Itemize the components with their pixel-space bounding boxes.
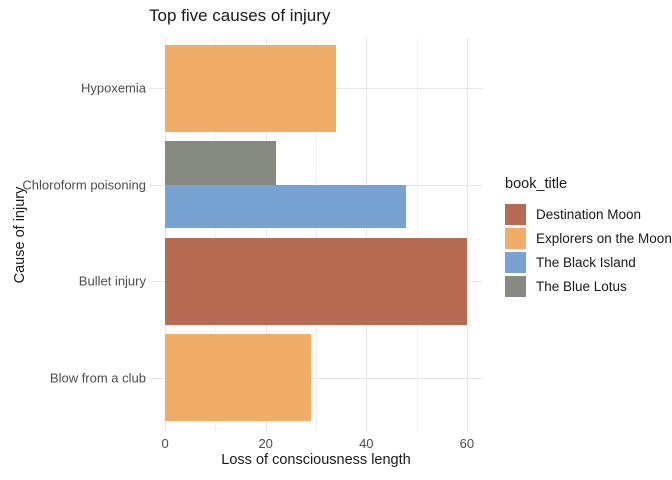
bar-chloroform-poisoning-the-blue-lotus xyxy=(165,141,276,185)
gridline-category-blow-from-a-club xyxy=(149,377,483,379)
legend-label-the-black-island: The Black Island xyxy=(536,254,636,270)
bar-hypoxemia-explorers-on-the-moon xyxy=(165,44,337,132)
x-tick-label-0: 0 xyxy=(161,436,169,451)
plot-panel xyxy=(149,38,483,432)
legend-key-the-blue-lotus xyxy=(505,275,526,297)
legend-title: book_title xyxy=(505,176,568,192)
legend: book_title Destination Moon Explorers on … xyxy=(505,176,672,299)
legend-label-the-blue-lotus: The Blue Lotus xyxy=(536,278,627,294)
legend-key-destination-moon xyxy=(505,203,526,225)
gridline-major-40 xyxy=(366,38,368,432)
x-tick-label-60: 60 xyxy=(459,436,475,451)
legend-item-explorers-on-the-moon: Explorers on the Moon xyxy=(505,227,672,249)
bar-chloroform-poisoning-the-black-island xyxy=(165,184,407,228)
y-label-bullet-injury: Bullet injury xyxy=(78,273,146,289)
y-label-hypoxemia: Hypoxemia xyxy=(80,80,146,96)
legend-label-destination-moon: Destination Moon xyxy=(536,206,642,222)
legend-key-the-black-island xyxy=(505,251,526,273)
gridline-minor-30 xyxy=(316,38,317,432)
legend-item-the-black-island: The Black Island xyxy=(505,251,670,273)
gridline-minor-50 xyxy=(416,38,418,432)
gridline-major-60 xyxy=(466,38,468,432)
gridline-major-20 xyxy=(265,38,267,432)
x-axis-title: Loss of consciousness length xyxy=(221,452,411,468)
legend-key-explorers-on-the-moon xyxy=(505,227,526,249)
y-label-blow-from-a-club: Blow from a club xyxy=(49,370,146,385)
y-axis-title: Cause of injury xyxy=(12,186,28,284)
legend-item-destination-moon: Destination Moon xyxy=(505,203,670,225)
chart-title: Top five causes of injury xyxy=(149,6,331,25)
x-tick-label-40: 40 xyxy=(359,436,374,451)
legend-item-the-blue-lotus: The Blue Lotus xyxy=(505,275,670,297)
bar-bullet-injury-destination-moon xyxy=(165,237,467,325)
x-tick-label-20: 20 xyxy=(258,436,273,451)
legend-label-explorers-on-the-moon: Explorers on the Moon xyxy=(536,230,672,246)
bar-blow-from-a-club-explorers-on-the-moon xyxy=(165,334,311,421)
legend-items: Destination Moon Explorers on the Moon The… xyxy=(505,203,672,297)
gridline-major-0 xyxy=(165,38,167,432)
y-label-chloroform-poisoning: Chloroform poisoning xyxy=(22,177,146,192)
gridline-minor-10 xyxy=(215,38,217,432)
